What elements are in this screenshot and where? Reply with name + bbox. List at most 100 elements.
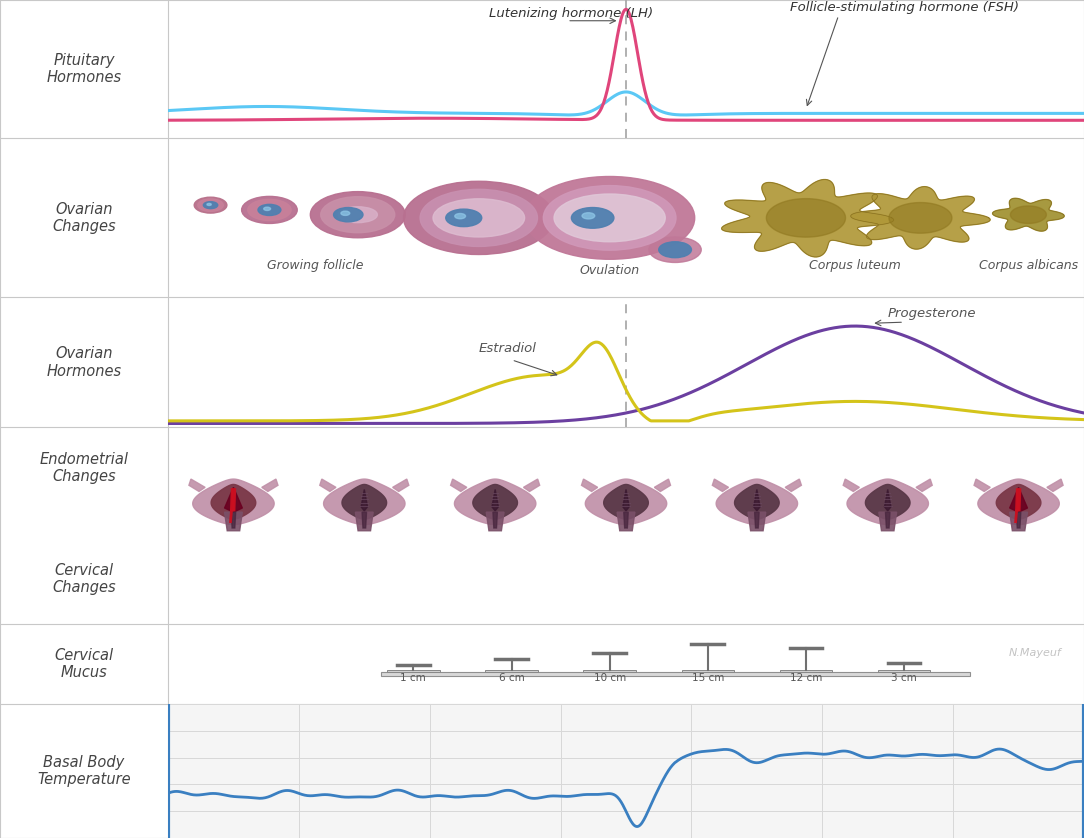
Ellipse shape: [554, 194, 666, 241]
Circle shape: [582, 213, 595, 219]
Polygon shape: [712, 479, 728, 491]
Polygon shape: [748, 512, 765, 530]
Text: 10 cm: 10 cm: [594, 673, 625, 683]
Polygon shape: [1017, 512, 1021, 528]
Polygon shape: [993, 199, 1064, 231]
Circle shape: [207, 204, 211, 205]
Polygon shape: [473, 484, 517, 520]
Text: Cervical
Changes: Cervical Changes: [52, 563, 116, 596]
Polygon shape: [623, 512, 629, 528]
Polygon shape: [487, 512, 504, 530]
Polygon shape: [324, 479, 405, 525]
Polygon shape: [722, 179, 893, 257]
Circle shape: [204, 202, 218, 209]
Polygon shape: [261, 479, 278, 491]
Polygon shape: [1010, 206, 1046, 224]
FancyBboxPatch shape: [387, 670, 439, 672]
Polygon shape: [524, 479, 540, 491]
Polygon shape: [975, 479, 991, 491]
Circle shape: [334, 208, 363, 222]
Text: 12 cm: 12 cm: [790, 673, 822, 683]
Circle shape: [659, 241, 692, 258]
Circle shape: [571, 208, 614, 228]
Polygon shape: [766, 199, 846, 237]
Polygon shape: [362, 512, 366, 528]
Circle shape: [258, 204, 281, 215]
Polygon shape: [851, 187, 990, 249]
Polygon shape: [886, 512, 890, 528]
Polygon shape: [454, 479, 535, 525]
Text: Corpus luteum: Corpus luteum: [809, 259, 901, 272]
Polygon shape: [224, 488, 243, 512]
Polygon shape: [754, 512, 759, 528]
Polygon shape: [717, 479, 798, 525]
Text: Ovarian
Hormones: Ovarian Hormones: [47, 346, 121, 379]
Polygon shape: [604, 484, 648, 520]
Ellipse shape: [338, 207, 377, 223]
Polygon shape: [865, 484, 911, 520]
Ellipse shape: [197, 199, 223, 211]
Polygon shape: [889, 203, 952, 233]
Polygon shape: [320, 479, 336, 491]
Text: Corpus albicans: Corpus albicans: [979, 259, 1077, 272]
Polygon shape: [581, 479, 597, 491]
Text: Estradiol: Estradiol: [479, 342, 537, 355]
Polygon shape: [189, 479, 205, 491]
Polygon shape: [1047, 479, 1063, 491]
Polygon shape: [1009, 512, 1028, 530]
Ellipse shape: [433, 199, 525, 237]
Polygon shape: [392, 479, 409, 491]
Text: 3 cm: 3 cm: [891, 673, 917, 683]
Polygon shape: [585, 479, 667, 525]
Polygon shape: [493, 512, 498, 528]
Polygon shape: [753, 489, 760, 511]
FancyBboxPatch shape: [380, 672, 969, 676]
Text: Follicle-stimulating hormone (FSH): Follicle-stimulating hormone (FSH): [789, 1, 1019, 14]
Polygon shape: [211, 484, 256, 520]
Ellipse shape: [403, 181, 554, 255]
Circle shape: [455, 214, 465, 219]
Circle shape: [263, 207, 271, 210]
Polygon shape: [1009, 488, 1028, 512]
Text: Basal Body
Temperature: Basal Body Temperature: [37, 755, 131, 787]
Polygon shape: [492, 489, 499, 511]
Ellipse shape: [242, 196, 297, 224]
Circle shape: [446, 210, 481, 226]
FancyBboxPatch shape: [878, 670, 930, 672]
Polygon shape: [885, 489, 891, 511]
Circle shape: [340, 211, 350, 215]
Text: Growing follicle: Growing follicle: [267, 259, 363, 272]
FancyBboxPatch shape: [486, 670, 538, 672]
Ellipse shape: [421, 189, 538, 246]
Polygon shape: [996, 484, 1041, 520]
Ellipse shape: [194, 197, 227, 213]
Polygon shape: [451, 479, 467, 491]
FancyBboxPatch shape: [682, 670, 734, 672]
Text: Pituitary
Hormones: Pituitary Hormones: [47, 53, 121, 85]
Text: N.Mayeuf: N.Mayeuf: [1008, 648, 1061, 658]
Polygon shape: [847, 479, 928, 525]
Polygon shape: [224, 512, 243, 530]
Polygon shape: [879, 512, 896, 530]
Text: Endometrial
Changes: Endometrial Changes: [39, 452, 129, 484]
Ellipse shape: [525, 177, 695, 259]
Polygon shape: [617, 512, 635, 530]
Text: Progesterone: Progesterone: [888, 307, 977, 320]
Ellipse shape: [321, 197, 395, 233]
Polygon shape: [735, 484, 779, 520]
Polygon shape: [341, 484, 387, 520]
Text: 15 cm: 15 cm: [692, 673, 724, 683]
Text: Ovarian
Changes: Ovarian Changes: [52, 202, 116, 234]
Text: 1 cm: 1 cm: [400, 673, 426, 683]
Polygon shape: [231, 512, 235, 528]
Text: 6 cm: 6 cm: [499, 673, 525, 683]
Polygon shape: [356, 512, 373, 530]
Polygon shape: [655, 479, 671, 491]
Polygon shape: [623, 489, 629, 511]
Ellipse shape: [543, 185, 676, 251]
Text: Ovulation: Ovulation: [580, 264, 640, 277]
Ellipse shape: [649, 237, 701, 262]
Polygon shape: [843, 479, 860, 491]
Text: Cervical
Mucus: Cervical Mucus: [54, 648, 114, 680]
FancyBboxPatch shape: [779, 670, 833, 672]
